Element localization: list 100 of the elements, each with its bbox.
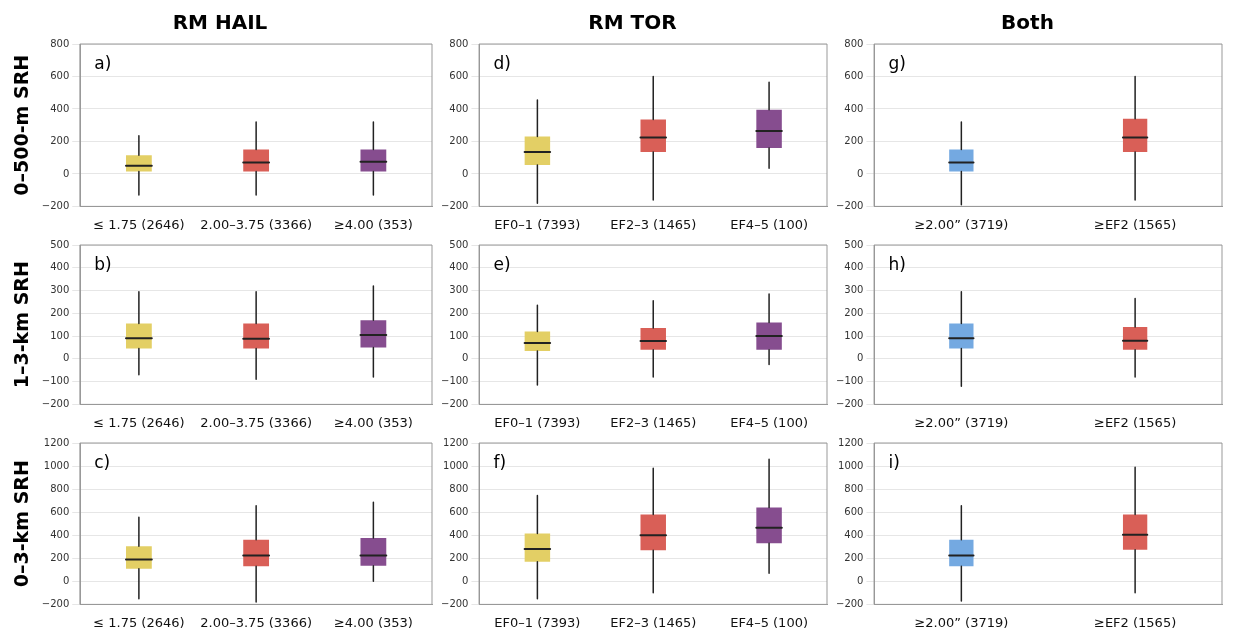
y-tick-label: 200 — [50, 551, 70, 563]
y-tick-label: −200 — [441, 199, 469, 211]
x-tick-label: ≥2.00” (3719) — [914, 614, 1009, 630]
y-tick-label: 200 — [50, 135, 70, 147]
x-tick-label: ≥EF2 (1565) — [1094, 614, 1177, 630]
y-tick-label: −200 — [836, 397, 864, 409]
y-tick-label: 1200 — [43, 436, 70, 448]
x-tick-label: ≤ 1.75 (2646) — [93, 614, 185, 630]
x-tick-label: ≥4.00 (353) — [333, 216, 413, 232]
y-tick-label: −200 — [41, 397, 70, 409]
annotation: h) — [888, 253, 906, 274]
y-tick-label: 800 — [449, 482, 469, 494]
x-tick-label: ≥2.00” (3719) — [914, 414, 1009, 430]
chart-title: Both — [1001, 10, 1054, 35]
y-tick-label: 0 — [857, 352, 864, 364]
x-tick-label: EF0–1 (7393) — [494, 414, 581, 430]
y-tick-label: 400 — [844, 102, 864, 114]
y-tick-label: 0 — [62, 574, 70, 586]
x-tick-label: 2.00–3.75 (3366) — [200, 614, 313, 630]
x-tick-label: EF4–5 (100) — [730, 614, 808, 630]
y-tick-label: 1000 — [443, 459, 469, 471]
x-tick-label: EF4–5 (100) — [730, 216, 808, 232]
y-tick-label: 500 — [449, 238, 469, 250]
y-tick-label: 1000 — [838, 459, 864, 471]
y-tick-label: 600 — [449, 505, 469, 517]
y-tick-label: 400 — [50, 102, 70, 114]
y-tick-label: 800 — [844, 37, 864, 49]
y-tick-label: 0 — [62, 167, 70, 179]
y-tick-label: 400 — [50, 528, 70, 540]
y-tick-label: −200 — [41, 597, 70, 609]
y-tick-label: 1200 — [838, 436, 864, 448]
y-tick-label: −200 — [441, 597, 469, 609]
y-tick-label: 100 — [50, 329, 70, 341]
x-tick-label: EF2–3 (1465) — [610, 216, 697, 232]
y-tick-label: 400 — [449, 102, 469, 114]
y-tick-label: 1000 — [43, 459, 70, 471]
y-tick-label: −100 — [41, 375, 70, 387]
y-axis-title: 1–3-km SRH — [10, 261, 33, 389]
annotation: d) — [493, 52, 511, 73]
y-tick-label: 500 — [844, 238, 864, 250]
y-tick-label: 400 — [844, 261, 864, 273]
x-tick-label: ≥2.00” (3719) — [914, 216, 1009, 232]
y-tick-label: 200 — [50, 306, 70, 318]
x-tick-label: EF0–1 (7393) — [494, 216, 581, 232]
y-axis-title: 0–3-km SRH — [10, 460, 33, 588]
y-tick-label: 400 — [449, 528, 469, 540]
y-tick-label: 800 — [844, 482, 864, 494]
x-tick-label: ≥EF2 (1565) — [1094, 216, 1177, 232]
y-tick-label: −200 — [41, 199, 70, 211]
y-tick-label: 100 — [449, 329, 469, 341]
y-tick-label: 200 — [449, 551, 469, 563]
annotation: e) — [493, 253, 511, 274]
x-tick-label: ≥4.00 (353) — [333, 414, 413, 430]
y-tick-label: 0 — [462, 167, 469, 179]
y-tick-label: 0 — [857, 167, 864, 179]
annotation: c) — [94, 451, 111, 472]
y-tick-label: 400 — [449, 261, 469, 273]
y-tick-label: 300 — [50, 284, 70, 296]
annotation: b) — [94, 253, 112, 274]
chart-title: RM TOR — [588, 10, 677, 35]
y-tick-label: 0 — [462, 574, 469, 586]
y-tick-label: 200 — [844, 306, 864, 318]
annotation: i) — [888, 451, 900, 472]
y-tick-label: 600 — [844, 505, 864, 517]
y-tick-label: 800 — [449, 37, 469, 49]
y-tick-label: 400 — [844, 528, 864, 540]
annotation: g) — [888, 52, 906, 73]
x-tick-label: ≤ 1.75 (2646) — [93, 216, 185, 232]
y-tick-label: 0 — [857, 574, 864, 586]
y-tick-label: 600 — [449, 70, 469, 82]
y-tick-label: 300 — [449, 284, 469, 296]
x-tick-label: EF2–3 (1465) — [610, 614, 697, 630]
x-tick-label: EF4–5 (100) — [730, 414, 808, 430]
y-tick-label: 0 — [462, 352, 469, 364]
x-tick-label: ≤ 1.75 (2646) — [93, 414, 185, 430]
y-tick-label: 0 — [62, 352, 70, 364]
y-tick-label: 800 — [50, 482, 70, 494]
chart-title: RM HAIL — [172, 10, 268, 35]
y-tick-label: 200 — [844, 135, 864, 147]
y-axis-title: 0–500-m SRH — [10, 54, 33, 196]
x-tick-label: ≥EF2 (1565) — [1094, 414, 1177, 430]
y-tick-label: −100 — [441, 375, 469, 387]
x-tick-label: 2.00–3.75 (3366) — [200, 216, 313, 232]
y-tick-label: 600 — [50, 505, 70, 517]
y-tick-label: 400 — [50, 261, 70, 273]
y-tick-label: −200 — [836, 199, 864, 211]
y-tick-label: 200 — [449, 135, 469, 147]
y-tick-label: −200 — [441, 397, 469, 409]
y-tick-label: −100 — [836, 375, 864, 387]
y-tick-label: −200 — [836, 597, 864, 609]
x-tick-label: EF2–3 (1465) — [610, 414, 697, 430]
y-tick-label: 200 — [844, 551, 864, 563]
y-tick-label: 500 — [50, 238, 70, 250]
annotation: f) — [493, 451, 507, 472]
y-tick-label: 300 — [844, 284, 864, 296]
y-tick-label: 600 — [50, 70, 70, 82]
y-tick-label: 800 — [50, 37, 70, 49]
y-tick-label: 200 — [449, 306, 469, 318]
x-tick-label: ≥4.00 (353) — [333, 614, 413, 630]
x-tick-label: EF0–1 (7393) — [494, 614, 581, 630]
